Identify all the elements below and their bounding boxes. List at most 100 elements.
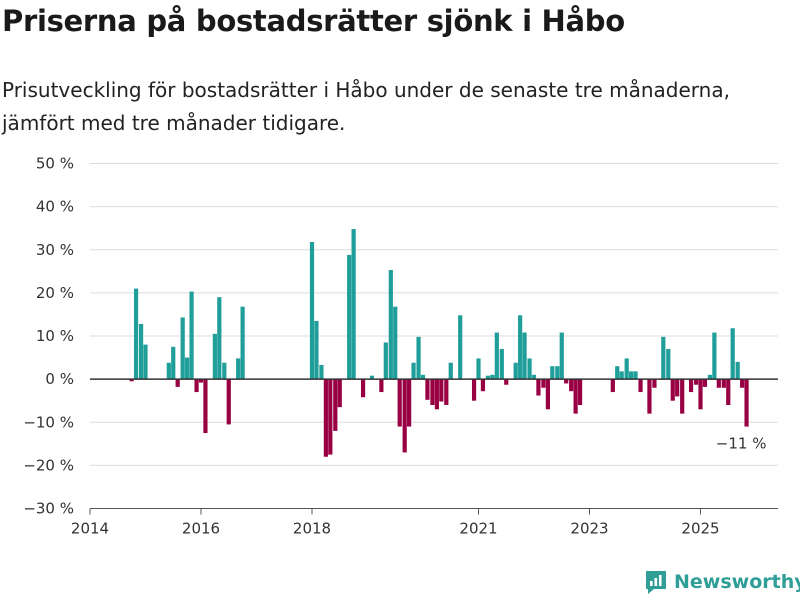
bar <box>633 371 638 380</box>
bar <box>194 379 199 393</box>
y-tick-label: 10 % <box>36 327 74 345</box>
bar <box>351 229 356 380</box>
bar <box>652 379 657 388</box>
y-tick-label: 50 % <box>36 155 74 173</box>
bar <box>360 379 366 398</box>
bar <box>379 379 384 393</box>
bar <box>226 379 231 425</box>
bar <box>716 379 721 388</box>
bar <box>735 361 740 380</box>
bar <box>670 379 675 401</box>
brand-logo: Newsworthy <box>644 569 800 595</box>
bar <box>347 254 352 380</box>
bar <box>333 379 338 431</box>
bar <box>407 379 412 427</box>
y-tick-label: 20 % <box>36 284 74 302</box>
bar <box>185 357 190 380</box>
bar <box>522 332 527 380</box>
bar <box>577 379 583 405</box>
bar <box>420 374 426 380</box>
y-tick-label: 30 % <box>36 241 74 259</box>
bar <box>698 379 703 410</box>
bar <box>680 379 685 414</box>
bar <box>504 379 509 385</box>
bar <box>240 306 245 380</box>
bar <box>383 342 388 380</box>
bar <box>166 362 171 380</box>
bar <box>425 379 430 400</box>
bar <box>189 291 194 380</box>
x-tick-label: 2021 <box>459 520 497 538</box>
chart-title: Priserna på bostadsrätter sjönk i Håbo <box>2 4 625 38</box>
bar <box>744 379 749 427</box>
x-tick-label: 2018 <box>293 520 331 538</box>
bar <box>536 379 541 396</box>
bar <box>638 379 643 393</box>
bars <box>129 229 749 457</box>
bar <box>619 371 624 380</box>
bar <box>661 336 666 380</box>
bar <box>702 379 708 387</box>
bar <box>569 379 574 392</box>
bar <box>494 332 499 380</box>
bar <box>133 288 139 380</box>
bar <box>559 332 564 380</box>
bar <box>513 362 518 380</box>
bar <box>388 270 393 380</box>
bar <box>309 241 315 380</box>
bar <box>328 379 333 455</box>
x-tick-label: 2023 <box>570 520 608 538</box>
bar <box>624 358 629 380</box>
bar <box>518 315 523 380</box>
x-tick-label: 2014 <box>71 520 109 538</box>
bar <box>527 358 532 380</box>
bar <box>143 344 148 380</box>
bar <box>740 379 745 388</box>
bar <box>337 379 342 408</box>
bar <box>138 323 144 380</box>
bar <box>693 379 699 385</box>
bar <box>171 346 176 380</box>
bar <box>688 379 694 393</box>
bar <box>444 379 449 405</box>
x-tick-label: 2016 <box>182 520 220 538</box>
y-tick-label: −10 % <box>23 413 74 431</box>
y-tick-label: −30 % <box>23 500 74 518</box>
bar <box>712 332 717 380</box>
last-value-annotation: −11 % <box>716 435 767 453</box>
bar <box>175 379 180 387</box>
bar <box>402 379 407 453</box>
bar <box>217 297 222 380</box>
bar <box>430 379 435 405</box>
bar <box>615 366 620 380</box>
bar <box>397 379 402 427</box>
bar <box>564 379 569 384</box>
bar <box>647 379 652 414</box>
annotations: −11 % <box>716 435 767 453</box>
bar <box>730 328 735 380</box>
bar <box>675 379 680 397</box>
bar <box>393 306 398 380</box>
y-axis-labels: 50 % 40 % 30 % 20 % 10 % 0 % −10 % −20 % −30 % <box>23 155 74 518</box>
bar <box>434 379 439 410</box>
newsworthy-icon <box>646 571 666 594</box>
bar <box>323 379 328 457</box>
x-tick-label: 2025 <box>681 520 719 538</box>
bar <box>490 374 495 380</box>
chart-subtitle: Prisutveckling för bostadsrätter i Håbo … <box>2 78 730 135</box>
bar <box>707 374 713 380</box>
x-axis: 2014 2016 2018 2021 2023 2025 <box>71 378 778 538</box>
bar <box>476 358 481 380</box>
bar <box>448 362 453 380</box>
bar <box>499 348 504 380</box>
bar <box>180 317 185 380</box>
bar <box>726 379 731 405</box>
bar <box>319 364 324 380</box>
bar <box>550 366 555 380</box>
y-tick-label: 40 % <box>36 198 74 216</box>
bar <box>721 379 726 388</box>
bar <box>198 379 204 383</box>
bar <box>545 379 550 410</box>
y-tick-label: 0 % <box>45 370 74 388</box>
